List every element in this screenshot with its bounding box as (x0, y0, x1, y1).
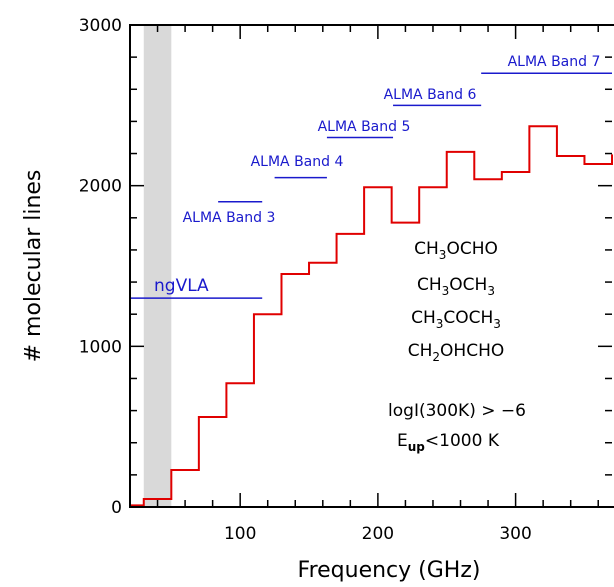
y-tick-label: 1000 (79, 337, 122, 357)
eup-cut-note: Eup<1000 K (397, 431, 500, 454)
tick-marks (129, 24, 612, 508)
band-label-alma-band-4: ALMA Band 4 (251, 154, 344, 170)
shaded-region (143, 25, 172, 507)
histogram-line (130, 125, 613, 507)
band-coverage-group: ngVLA ALMA Band 3 ALMA Band 4 ALMA Band 5 AL… (130, 54, 612, 299)
plot-frame (129, 24, 614, 508)
x-tick-label: 100 (224, 524, 256, 544)
intensity-cut-note: logI(300K) > −6 (388, 401, 526, 421)
band-label-alma-band-3: ALMA Band 3 (183, 210, 276, 226)
y-tick-label: 0 (111, 498, 122, 518)
x-axis-label: Frequency (GHz) (298, 558, 481, 583)
y-tick-label: 2000 (79, 177, 122, 197)
band-label-alma-band-5: ALMA Band 5 (318, 119, 411, 135)
y-axis-label: # molecular lines (21, 170, 46, 363)
y-tick-label: 3000 (79, 16, 122, 36)
x-tick-label: 300 (499, 524, 531, 544)
band-label-ngvla: ngVLA (154, 276, 209, 296)
molecule-formula: CH3OCH3 (417, 275, 495, 298)
molecule-formula: CH3OCHO (414, 239, 498, 262)
x-tick-label: 200 (362, 524, 394, 544)
molecule-formula: CH2OHCHO (408, 341, 505, 364)
band-label-alma-band-7: ALMA Band 7 (508, 54, 601, 70)
molecule-list: CH3OCHO CH3OCH3 CH3COCH3 CH2OHCHO (408, 239, 505, 364)
molecule-formula: CH3COCH3 (411, 308, 501, 331)
band-label-alma-band-6: ALMA Band 6 (384, 87, 477, 103)
